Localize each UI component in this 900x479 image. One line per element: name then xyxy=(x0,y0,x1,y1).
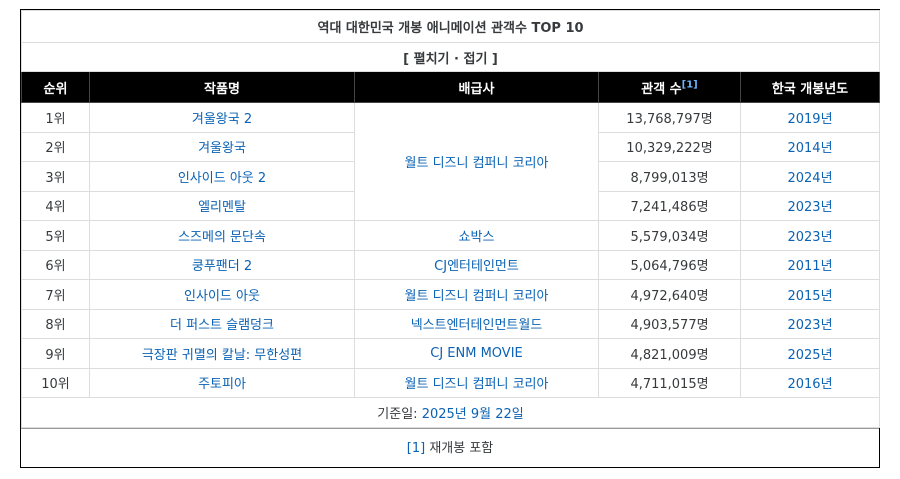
rank: 9위 xyxy=(21,338,90,369)
audience: 10,329,222명 xyxy=(598,131,741,162)
audience: 5,579,034명 xyxy=(598,220,741,251)
release-year[interactable]: 2024년 xyxy=(739,161,881,192)
table-row: 5위 스즈메의 문단속 쇼박스 5,579,034명 2023년 xyxy=(21,220,881,251)
work-title[interactable]: 엘리멘탈 xyxy=(89,190,355,221)
header-note-ref[interactable]: [1] xyxy=(681,79,698,91)
rank: 4위 xyxy=(21,190,90,221)
distributor[interactable]: 쇼박스 xyxy=(354,220,599,251)
distributor[interactable]: 월트 디즈니 컴퍼니 코리아 xyxy=(354,102,599,221)
work-title[interactable]: 쿵푸팬더 2 xyxy=(89,249,355,280)
column-header: 관객 수[1] xyxy=(598,71,741,103)
rank: 8위 xyxy=(21,308,90,339)
distributor[interactable]: CJ ENM MOVIE xyxy=(354,338,599,369)
work-title[interactable]: 더 퍼스트 슬램덩크 xyxy=(89,308,355,339)
date-value[interactable]: 2025년 9월 22일 xyxy=(421,407,524,422)
table-row: 1위 겨울왕국 2 월트 디즈니 컴퍼니 코리아 13,768,797명 2019년 xyxy=(21,102,881,221)
distributor[interactable]: CJ엔터테인먼트 xyxy=(354,249,599,280)
rank: 7위 xyxy=(21,279,90,310)
ranking-box: 역대 대한민국 개봉 애니메이션 관객수 TOP 10 [ 펼치기 · 접기 ]… xyxy=(20,9,881,469)
column-header: 순위 xyxy=(21,71,90,103)
release-year[interactable]: 2015년 xyxy=(739,279,881,310)
header-text: 배급사 xyxy=(458,81,495,97)
release-year[interactable]: 2016년 xyxy=(739,367,881,398)
table-row: 2위 겨울왕국 10,329,222명 2014년 xyxy=(21,131,881,162)
work-title[interactable]: 겨울왕국 xyxy=(89,131,355,162)
table-row: 8위 더 퍼스트 슬램덩크 넥스트엔터테인먼트월드 4,903,577명 2023년 xyxy=(21,308,881,339)
release-year[interactable]: 2023년 xyxy=(739,190,881,221)
header-text: 작품명 xyxy=(204,81,240,97)
audience: 5,064,796명 xyxy=(598,249,741,280)
table-row: 4위 엘리멘탈 7,241,486명 2023년 xyxy=(21,190,881,221)
audience: 4,711,015명 xyxy=(598,367,741,398)
table-row: 6위 쿵푸팬더 2 CJ엔터테인먼트 5,064,796명 2011년 xyxy=(21,249,881,280)
table-row: 10위 주토피아 월트 디즈니 컴퍼니 코리아 4,711,015명 2016년 xyxy=(21,367,881,398)
release-year[interactable]: 2025년 xyxy=(739,338,881,369)
rank: 6위 xyxy=(21,249,90,280)
footnote-text: 재개봉 포함 xyxy=(429,441,494,456)
column-header: 배급사 xyxy=(354,71,599,103)
work-title[interactable]: 인사이드 아웃 2 xyxy=(89,161,355,192)
rank: 2위 xyxy=(21,131,90,162)
ranking-table: 역대 대한민국 개봉 애니메이션 관객수 TOP 10 [ 펼치기 · 접기 ]… xyxy=(20,10,881,428)
header-text: 한국 개봉년도 xyxy=(771,81,849,97)
footer-row: 기준일: 2025년 9월 22일 xyxy=(20,397,881,428)
release-year[interactable]: 2023년 xyxy=(739,220,881,251)
column-header: 작품명 xyxy=(89,71,355,103)
audience: 4,903,577명 xyxy=(598,308,741,339)
work-title[interactable]: 겨울왕국 2 xyxy=(89,102,355,133)
audience: 7,241,486명 xyxy=(598,190,741,221)
release-year[interactable]: 2014년 xyxy=(739,131,881,162)
header-text: 순위 xyxy=(43,81,68,97)
release-year[interactable]: 2011년 xyxy=(739,249,881,280)
audience: 4,821,009명 xyxy=(598,338,741,369)
work-title[interactable]: 극장판 귀멸의 칼날: 무한성편 xyxy=(89,338,355,369)
audience: 4,972,640명 xyxy=(598,279,741,310)
work-title[interactable]: 스즈메의 문단속 xyxy=(89,220,355,251)
work-title[interactable]: 인사이드 아웃 xyxy=(89,279,355,310)
rank: 5위 xyxy=(21,220,90,251)
table-row: 3위 인사이드 아웃 2 8,799,013명 2024년 xyxy=(21,161,881,192)
footnote-ref[interactable]: [1] xyxy=(406,441,426,456)
release-year[interactable]: 2019년 xyxy=(739,102,881,133)
rank: 3위 xyxy=(21,161,90,192)
table-title: 역대 대한민국 개봉 애니메이션 관객수 TOP 10 xyxy=(20,10,881,43)
reference-date: 기준일: 2025년 9월 22일 xyxy=(20,397,881,428)
audience: 13,768,797명 xyxy=(598,102,741,133)
distributor[interactable]: 월트 디즈니 컴퍼니 코리아 xyxy=(354,279,599,310)
rank: 10위 xyxy=(21,367,90,398)
table-row: 7위 인사이드 아웃 월트 디즈니 컴퍼니 코리아 4,972,640명 2015년 xyxy=(21,279,881,310)
table-row: 9위 극장판 귀멸의 칼날: 무한성편 CJ ENM MOVIE 4,821,009명… xyxy=(21,338,881,369)
distributor[interactable]: 넥스트엔터테인먼트월드 xyxy=(354,308,599,339)
release-year[interactable]: 2023년 xyxy=(739,308,881,339)
audience: 8,799,013명 xyxy=(598,161,741,192)
distributor[interactable]: 월트 디즈니 컴퍼니 코리아 xyxy=(354,367,599,398)
date-label: 기준일: xyxy=(377,407,418,422)
header-text: 관객 수 xyxy=(641,81,682,97)
rank: 1위 xyxy=(21,102,90,133)
work-title[interactable]: 주토피아 xyxy=(89,367,355,398)
toggle[interactable]: [ 펼치기 · 접기 ] xyxy=(20,42,881,72)
footnote: [1] 재개봉 포함 xyxy=(21,428,879,469)
column-header: 한국 개봉년도 xyxy=(739,71,881,103)
